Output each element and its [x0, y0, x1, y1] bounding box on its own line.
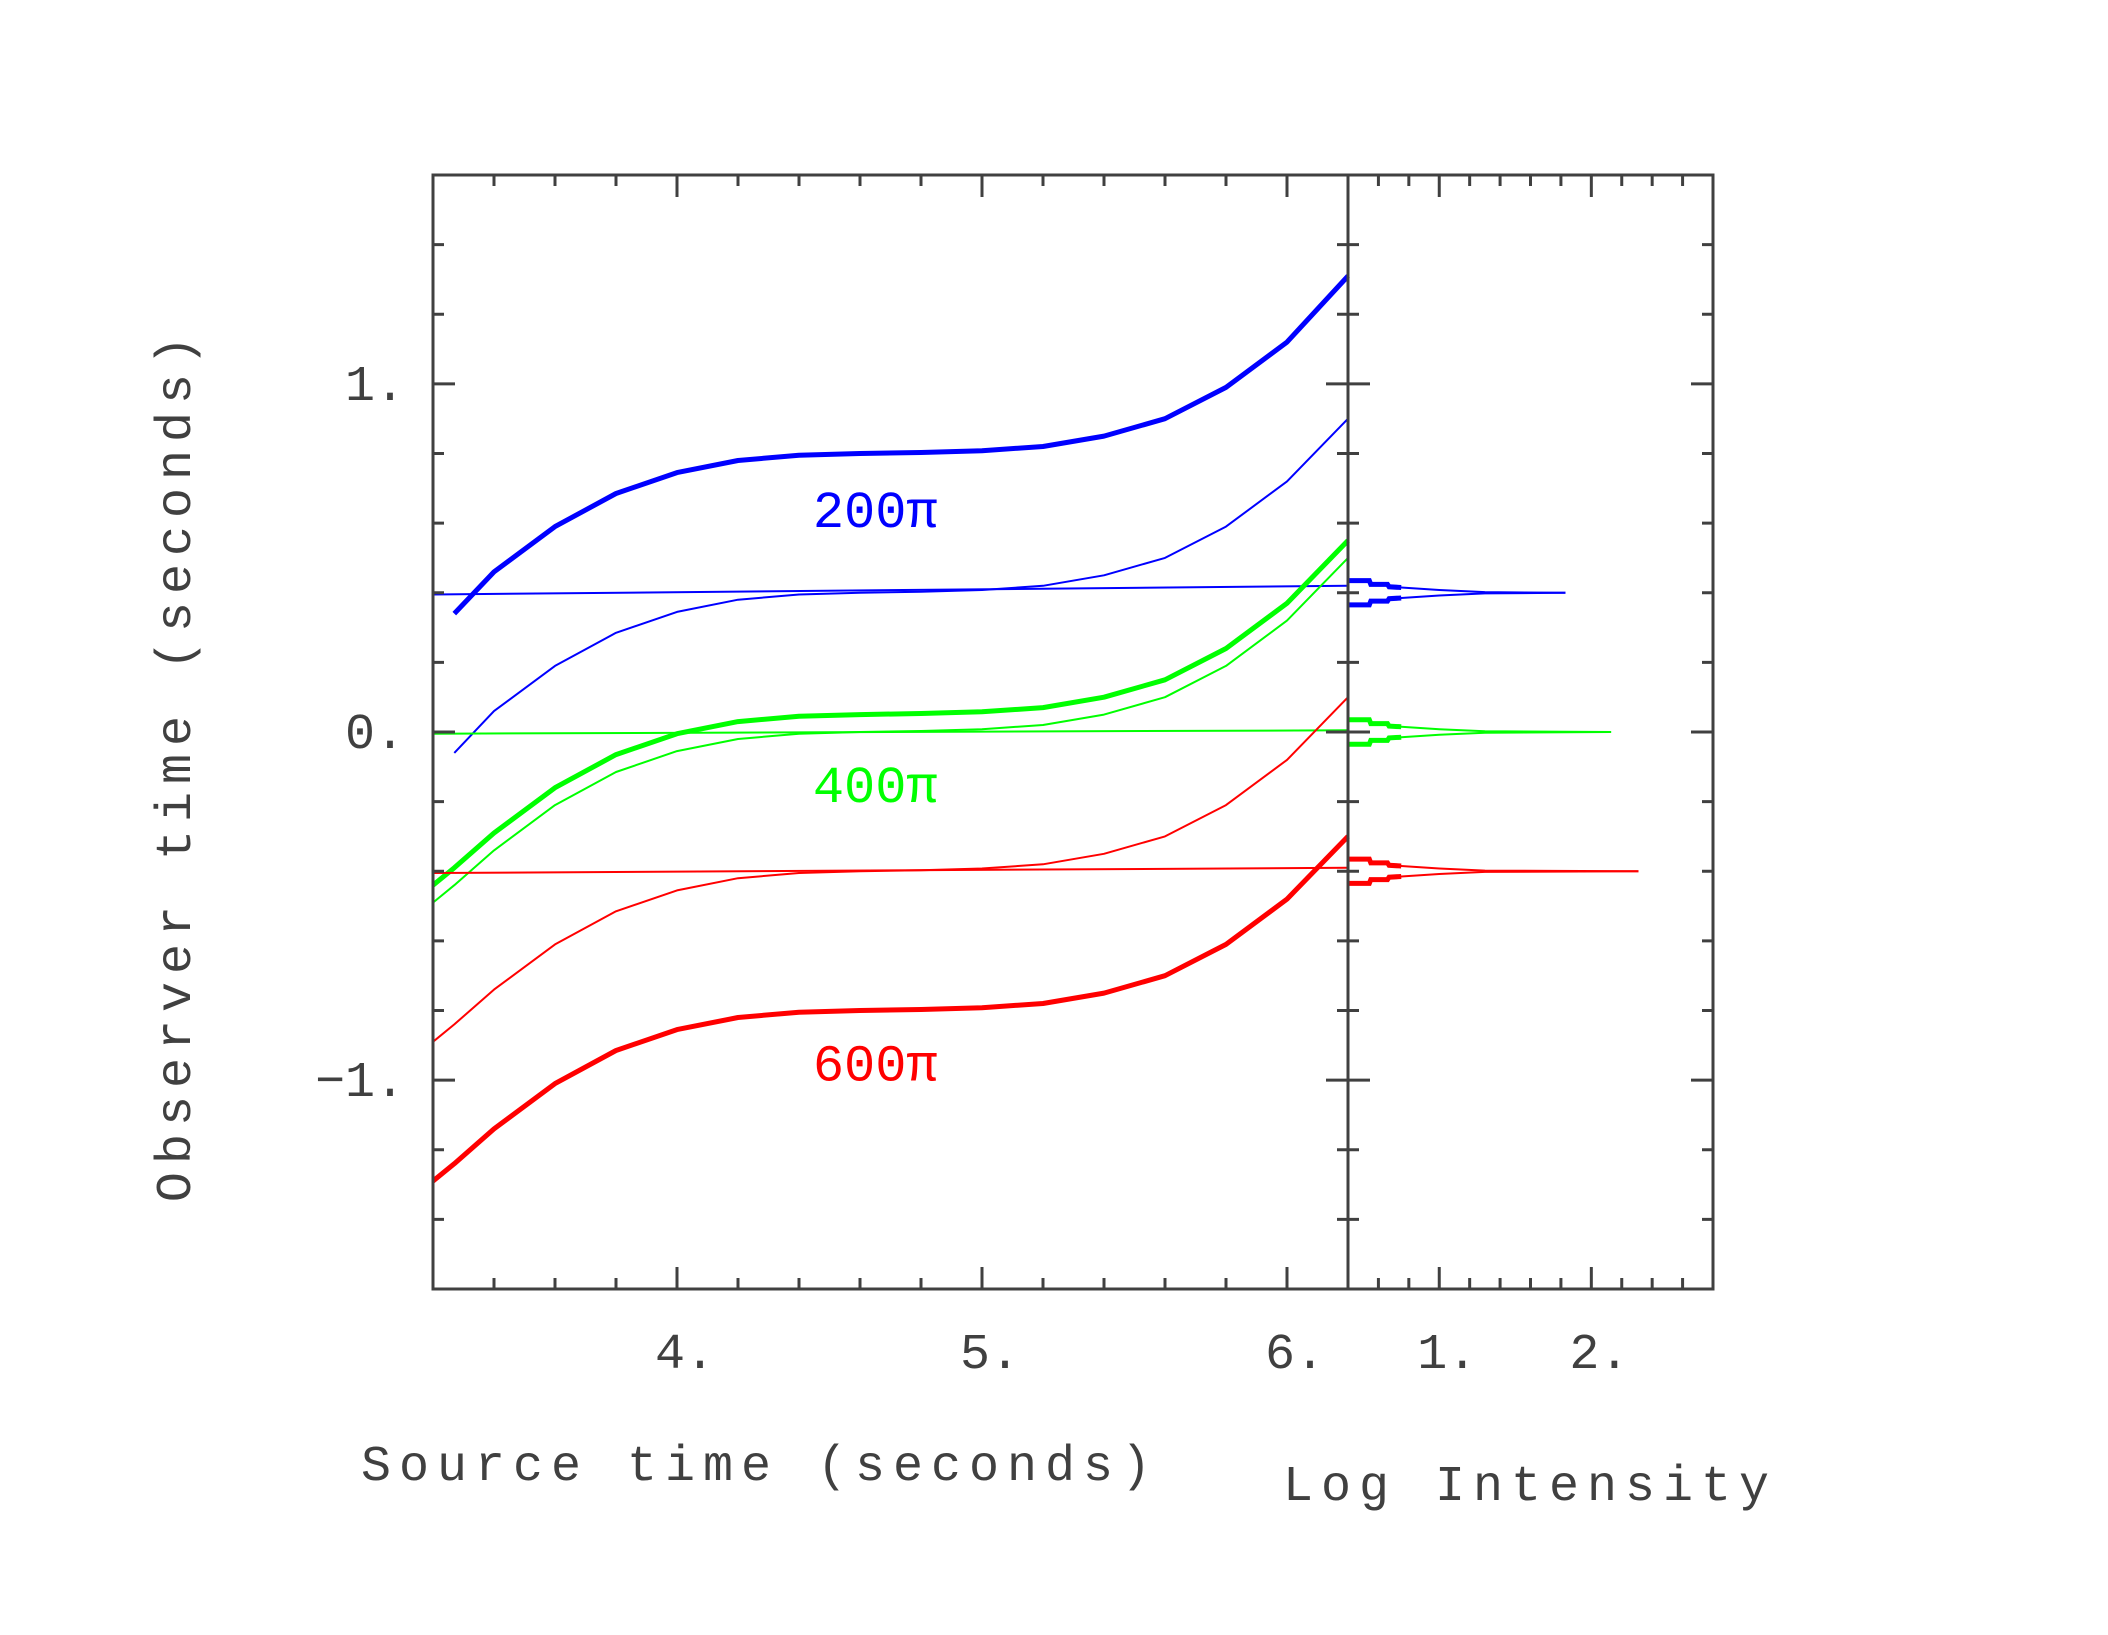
intensity-spike-0-base	[1348, 595, 1402, 608]
intensity-spike-2-base	[1348, 856, 1402, 869]
series-line-8	[431, 834, 1350, 1184]
curve-label: 200π	[813, 484, 938, 543]
right-x-axis-title: Log Intensity	[1283, 1459, 1777, 1516]
series-line-2	[432, 584, 1349, 596]
intensity-spike-1-base	[1348, 734, 1402, 747]
y-tick-label: 1.	[345, 359, 405, 416]
right-x-tick-label: 2.	[1569, 1327, 1629, 1384]
curve-label: 400π	[813, 759, 938, 818]
series-line-5	[432, 729, 1349, 735]
y-tick-label: −1.	[315, 1055, 405, 1112]
right-x-tick-label: 1.	[1417, 1327, 1477, 1384]
y-axis-title: Observer time (seconds)	[149, 328, 206, 1202]
y-tick-label: 0.	[345, 707, 405, 764]
x-tick-label: 4.	[655, 1327, 715, 1384]
series-line-0	[452, 274, 1350, 616]
curve-label: 600π	[813, 1038, 938, 1097]
intensity-spike-1-base	[1348, 717, 1402, 730]
intensity-spike-2-base	[1348, 874, 1402, 886]
series-line-7	[432, 866, 1349, 874]
series-line-1	[453, 418, 1349, 754]
x-tick-label: 6.	[1265, 1327, 1325, 1384]
x-axis-title: Source time (seconds)	[361, 1439, 1159, 1496]
series-line-3	[431, 538, 1350, 888]
x-tick-label: 5.	[960, 1327, 1020, 1384]
intensity-spike-0-base	[1348, 578, 1402, 590]
